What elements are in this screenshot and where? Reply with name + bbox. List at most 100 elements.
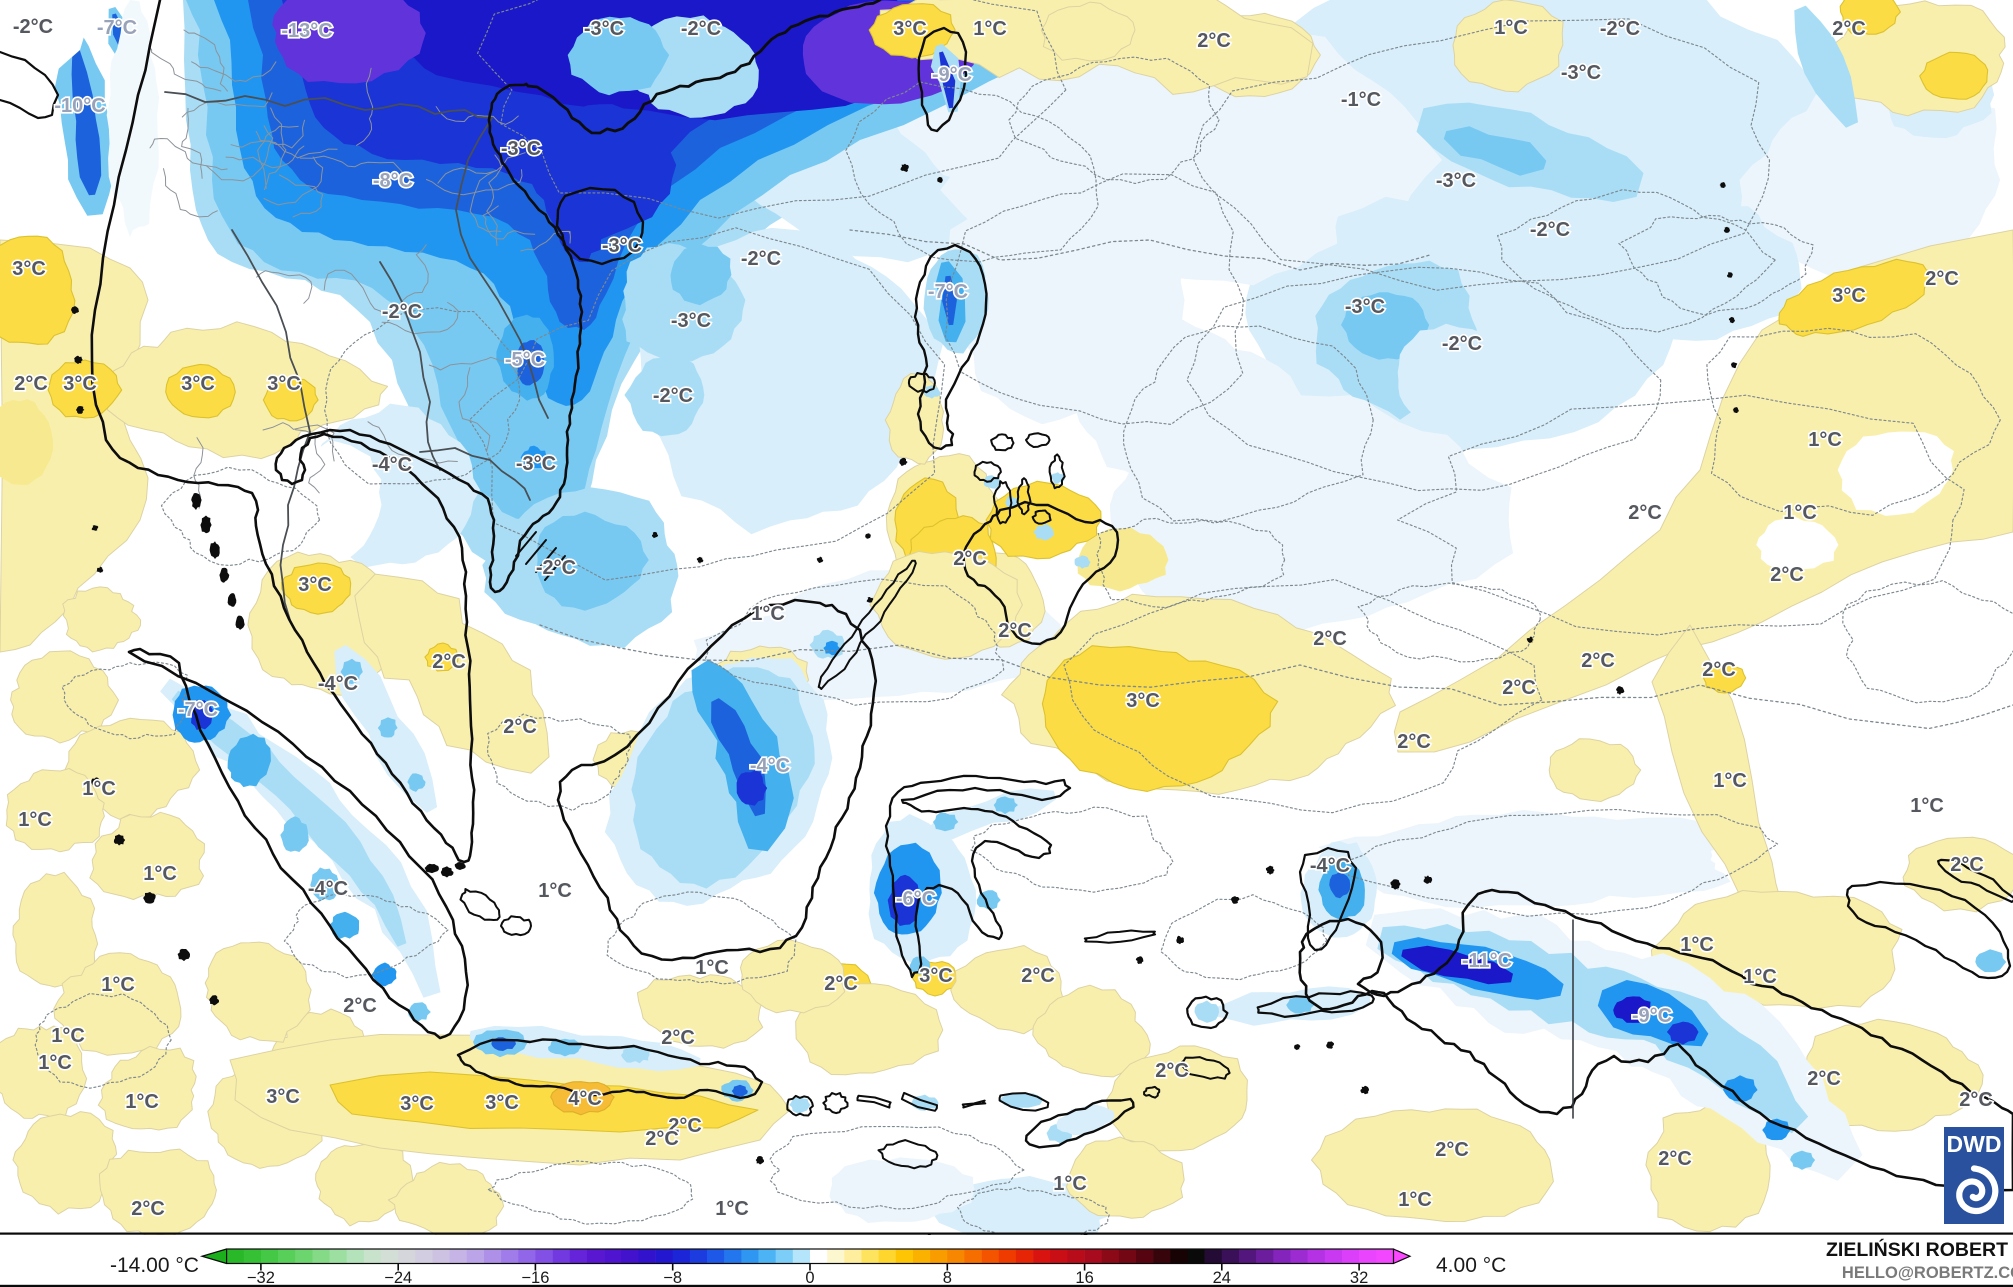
svg-text:2°C: 2°C bbox=[1155, 1060, 1189, 1082]
svg-text:-2°C: -2°C bbox=[653, 385, 693, 407]
svg-text:DWD: DWD bbox=[1947, 1131, 2002, 1157]
svg-text:1°C: 1°C bbox=[51, 1025, 85, 1047]
svg-text:−24: −24 bbox=[384, 1269, 412, 1287]
svg-text:−8: −8 bbox=[663, 1269, 682, 1287]
svg-text:2°C: 2°C bbox=[131, 1198, 165, 1220]
svg-text:-4°C: -4°C bbox=[372, 454, 412, 476]
svg-text:3°C: 3°C bbox=[1832, 285, 1866, 307]
svg-text:2°C: 2°C bbox=[824, 973, 858, 995]
svg-text:2°C: 2°C bbox=[1807, 1068, 1841, 1090]
svg-text:1°C: 1°C bbox=[38, 1052, 72, 1074]
svg-text:24: 24 bbox=[1213, 1269, 1231, 1287]
svg-text:1°C: 1°C bbox=[973, 18, 1007, 40]
svg-text:2°C: 2°C bbox=[1950, 854, 1984, 876]
svg-text:1°C: 1°C bbox=[695, 957, 729, 979]
svg-text:2°C: 2°C bbox=[432, 651, 466, 673]
svg-text:−32: −32 bbox=[247, 1269, 275, 1287]
svg-text:2°C: 2°C bbox=[668, 1115, 702, 1137]
svg-text:3°C: 3°C bbox=[893, 18, 927, 40]
svg-text:1°C: 1°C bbox=[751, 603, 785, 625]
svg-text:-7°C: -7°C bbox=[178, 699, 218, 721]
svg-text:1°C: 1°C bbox=[18, 809, 52, 831]
svg-text:1°C: 1°C bbox=[125, 1091, 159, 1113]
svg-text:2°C: 2°C bbox=[503, 716, 537, 738]
svg-text:32: 32 bbox=[1350, 1269, 1368, 1287]
svg-text:2°C: 2°C bbox=[1581, 650, 1615, 672]
svg-text:-10°C: -10°C bbox=[54, 95, 105, 117]
svg-text:3°C: 3°C bbox=[298, 574, 332, 596]
svg-text:-8°C: -8°C bbox=[373, 170, 413, 192]
svg-text:-13°C: -13°C bbox=[281, 20, 332, 42]
svg-text:3°C: 3°C bbox=[267, 373, 301, 395]
svg-text:-4°C: -4°C bbox=[318, 673, 358, 695]
svg-text:-6°C: -6°C bbox=[896, 888, 936, 910]
svg-text:2°C: 2°C bbox=[1397, 731, 1431, 753]
svg-text:-5°C: -5°C bbox=[505, 349, 545, 371]
svg-text:4°C: 4°C bbox=[568, 1088, 602, 1110]
svg-text:-2°C: -2°C bbox=[13, 16, 53, 38]
svg-text:-3°C: -3°C bbox=[1345, 296, 1385, 318]
svg-text:4.00 °C: 4.00 °C bbox=[1436, 1254, 1506, 1277]
svg-text:1°C: 1°C bbox=[101, 974, 135, 996]
svg-text:-3°C: -3°C bbox=[671, 310, 711, 332]
svg-text:1°C: 1°C bbox=[1053, 1173, 1087, 1195]
svg-text:1°C: 1°C bbox=[1398, 1189, 1432, 1211]
svg-text:1°C: 1°C bbox=[1910, 795, 1944, 817]
svg-text:2°C: 2°C bbox=[1925, 268, 1959, 290]
svg-text:-4°C: -4°C bbox=[308, 878, 348, 900]
svg-text:-3°C: -3°C bbox=[1561, 62, 1601, 84]
svg-text:2°C: 2°C bbox=[1658, 1148, 1692, 1170]
svg-text:-1°C: -1°C bbox=[1341, 89, 1381, 111]
svg-text:-2°C: -2°C bbox=[741, 248, 781, 270]
svg-text:16: 16 bbox=[1075, 1269, 1093, 1287]
svg-text:-2°C: -2°C bbox=[536, 557, 576, 579]
svg-text:2°C: 2°C bbox=[1959, 1089, 1993, 1111]
svg-text:3°C: 3°C bbox=[266, 1086, 300, 1108]
svg-text:-2°C: -2°C bbox=[1600, 18, 1640, 40]
svg-text:3°C: 3°C bbox=[400, 1093, 434, 1115]
svg-text:3°C: 3°C bbox=[919, 965, 953, 987]
svg-text:HELLO@ROBERTZ.CO: HELLO@ROBERTZ.CO bbox=[1842, 1264, 2013, 1282]
svg-text:-3°C: -3°C bbox=[516, 453, 556, 475]
svg-text:-2°C: -2°C bbox=[1442, 333, 1482, 355]
svg-text:-2°C: -2°C bbox=[382, 301, 422, 323]
svg-text:2°C: 2°C bbox=[1435, 1139, 1469, 1161]
svg-text:2°C: 2°C bbox=[1628, 502, 1662, 524]
svg-text:2°C: 2°C bbox=[661, 1027, 695, 1049]
svg-text:-11°C: -11°C bbox=[1462, 950, 1512, 972]
svg-text:-3°C: -3°C bbox=[1436, 170, 1476, 192]
svg-text:2°C: 2°C bbox=[953, 548, 987, 570]
svg-text:-4°C: -4°C bbox=[750, 755, 790, 777]
svg-text:2°C: 2°C bbox=[1021, 965, 1055, 987]
svg-text:2°C: 2°C bbox=[1832, 18, 1866, 40]
svg-text:3°C: 3°C bbox=[12, 258, 46, 280]
svg-text:−16: −16 bbox=[521, 1269, 549, 1287]
svg-text:0: 0 bbox=[805, 1269, 814, 1287]
svg-text:-9°C: -9°C bbox=[932, 64, 972, 86]
svg-text:1°C: 1°C bbox=[82, 778, 116, 800]
svg-text:8: 8 bbox=[943, 1269, 952, 1287]
svg-text:1°C: 1°C bbox=[143, 863, 177, 885]
svg-text:-3°C: -3°C bbox=[602, 235, 642, 257]
svg-text:2°C: 2°C bbox=[1502, 677, 1536, 699]
svg-text:2°C: 2°C bbox=[1702, 659, 1736, 681]
svg-text:-7°C: -7°C bbox=[97, 17, 137, 39]
svg-text:1°C: 1°C bbox=[1494, 17, 1528, 39]
svg-text:1°C: 1°C bbox=[1713, 770, 1747, 792]
svg-text:-2°C: -2°C bbox=[681, 18, 721, 40]
svg-text:-7°C: -7°C bbox=[928, 281, 968, 303]
svg-text:2°C: 2°C bbox=[1770, 564, 1804, 586]
svg-text:-3°C: -3°C bbox=[501, 138, 541, 160]
svg-text:2°C: 2°C bbox=[1313, 628, 1347, 650]
svg-text:-3°C: -3°C bbox=[584, 18, 624, 40]
svg-text:2°C: 2°C bbox=[343, 995, 377, 1017]
svg-text:2°C: 2°C bbox=[645, 1128, 679, 1150]
svg-text:3°C: 3°C bbox=[63, 373, 97, 395]
svg-text:ZIELIŃSKI ROBERT: ZIELIŃSKI ROBERT bbox=[1826, 1238, 2008, 1261]
svg-text:1°C: 1°C bbox=[538, 880, 572, 902]
svg-text:-14.00 °C: -14.00 °C bbox=[110, 1254, 199, 1277]
svg-text:-4°C: -4°C bbox=[1310, 855, 1350, 877]
svg-text:3°C: 3°C bbox=[1126, 690, 1160, 712]
svg-text:1°C: 1°C bbox=[715, 1198, 749, 1220]
svg-text:2°C: 2°C bbox=[998, 620, 1032, 642]
